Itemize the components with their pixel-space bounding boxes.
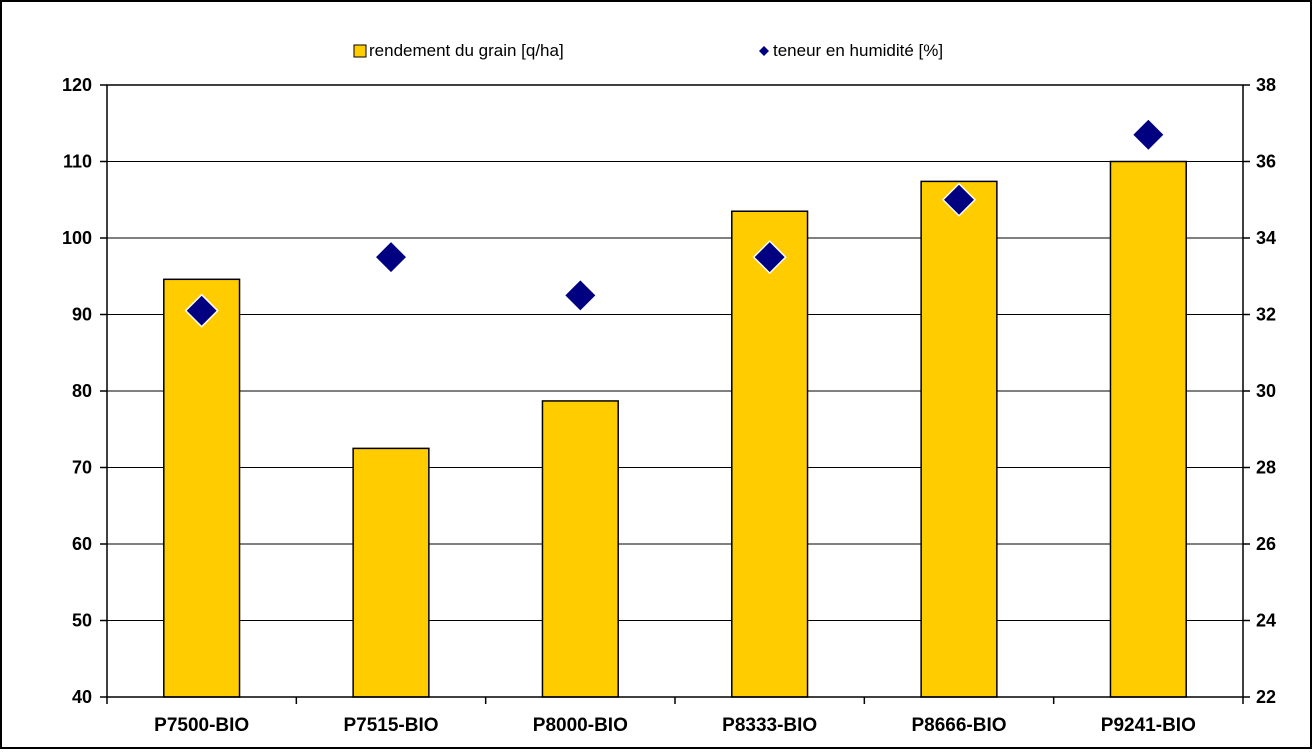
y-right-tick-label: 30	[1256, 381, 1276, 401]
bar	[920, 180, 998, 698]
bar	[731, 210, 809, 698]
x-tick-label: P8333-BIO	[722, 715, 817, 736]
diamond-marker	[752, 240, 787, 275]
x-tick-label: P8666-BIO	[911, 715, 1006, 736]
y-right-tick-label: 36	[1256, 152, 1276, 172]
y-left-tick-label: 90	[72, 305, 92, 325]
axis-ticks: 40 50 60 70 80 90 100 110 120 22 24 26 28 30 32 34 36 38 P…	[62, 75, 1276, 736]
legend-label-markers: teneur en humidité [%]	[773, 41, 943, 60]
x-tick-label: P7515-BIO	[343, 715, 438, 736]
y-left-tick-label: 120	[62, 75, 92, 95]
y-left-tick-label: 110	[63, 152, 92, 172]
y-right-tick-label: 26	[1256, 534, 1276, 554]
legend-label-bars: rendement du grain [q/ha]	[369, 41, 564, 60]
gridlines	[107, 161, 1243, 621]
y-left-tick-label: 80	[72, 381, 92, 401]
y-left-tick-label: 60	[72, 534, 92, 554]
y-right-tick-label: 34	[1256, 228, 1276, 248]
bar	[163, 278, 241, 698]
y-left-tick-label: 40	[72, 687, 92, 707]
diamond-marker	[184, 293, 219, 328]
diamond-marker	[1131, 117, 1166, 152]
legend-swatch-markers	[759, 46, 769, 56]
y-right-tick-label: 32	[1256, 305, 1276, 325]
diamond-marker	[373, 240, 409, 275]
y-right-tick-label: 22	[1256, 687, 1276, 707]
legend-swatch-bars	[353, 44, 367, 58]
x-tick-label: P9241-BIO	[1101, 715, 1196, 736]
y-right-tick-label: 28	[1256, 458, 1276, 478]
bar-series	[163, 160, 1187, 698]
marker-series	[184, 117, 1166, 328]
diamond-marker	[941, 182, 977, 217]
x-tick-label: P8000-BIO	[533, 715, 628, 736]
y-left-tick-label: 70	[72, 458, 92, 478]
bar	[352, 447, 430, 698]
bar	[541, 400, 619, 698]
y-left-tick-label: 100	[62, 228, 92, 248]
y-left-tick-label: 50	[72, 611, 92, 631]
legend: rendement du grain [q/ha] teneur en humid…	[353, 41, 943, 60]
x-tick-label: P7500-BIO	[154, 715, 249, 736]
y-right-tick-label: 38	[1256, 75, 1276, 95]
bar	[1109, 160, 1187, 698]
diamond-marker	[563, 278, 598, 313]
y-right-tick-label: 24	[1256, 611, 1276, 631]
